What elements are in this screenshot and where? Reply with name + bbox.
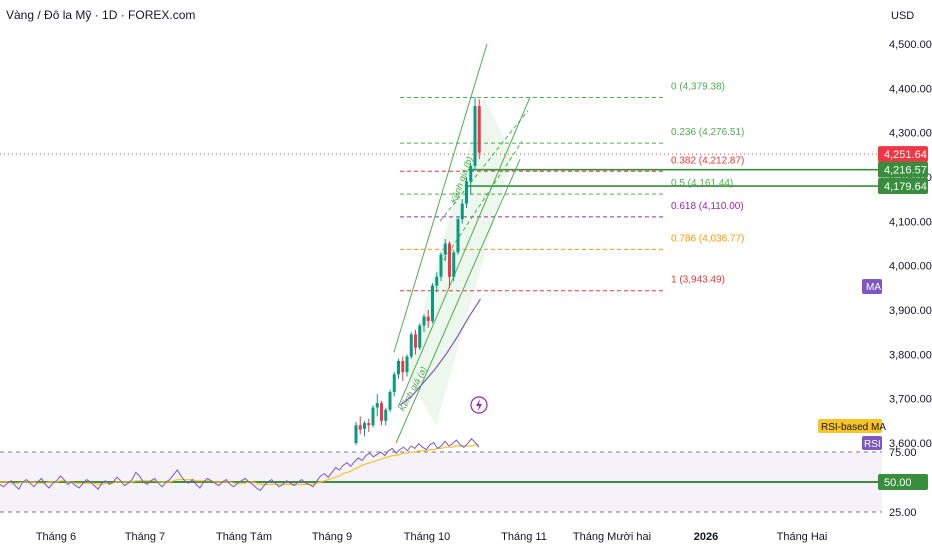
y-axis-tick-label: 4,500.00 xyxy=(889,39,932,51)
fib-level-label: 0.5 (4,161.44) xyxy=(671,178,733,189)
rsi-tick-label: 75.00 xyxy=(889,447,917,459)
x-axis-tick-label: Tháng Hai xyxy=(777,531,828,543)
x-axis-tick-label: Tháng 11 xyxy=(501,531,547,543)
level-price-tag-box xyxy=(878,161,928,178)
rsi-50-tag: 50.00 xyxy=(884,477,912,489)
y-axis-tick-label: 3,700.00 xyxy=(889,394,932,406)
candle-body xyxy=(439,254,443,277)
rsi-line xyxy=(0,438,480,492)
candle-body xyxy=(431,285,434,322)
rsi-ma-line xyxy=(0,444,479,485)
y-axis-tick-label: 4,400.00 xyxy=(889,83,932,95)
x-axis-tick-label: Tháng 10 xyxy=(404,531,450,543)
candle-body xyxy=(422,316,426,326)
level-price-tag-box xyxy=(878,178,928,195)
fib-level-label: 0.618 (4,110.00) xyxy=(671,201,744,212)
x-axis-tick-label: Tháng 6 xyxy=(36,531,76,543)
candle-body xyxy=(371,407,375,426)
candle-body xyxy=(456,219,460,253)
fib-level-label: 0.382 (4,212.87) xyxy=(671,155,744,166)
candle-body xyxy=(426,316,430,322)
candle-body xyxy=(469,165,473,182)
fib-level-label: 0.236 (4,276.51) xyxy=(671,127,744,138)
candle-body xyxy=(375,403,379,408)
ma-tag-label: MA xyxy=(866,282,881,293)
current-price-tag-box xyxy=(878,146,928,163)
channel-a-fill xyxy=(406,97,514,426)
y-axis-tick-label: 4,100.00 xyxy=(889,216,932,228)
fib-level-label: 0.786 (4,036.77) xyxy=(671,233,744,244)
channel-a-lower xyxy=(395,159,521,444)
channel-b-midline xyxy=(439,110,529,222)
candle-body xyxy=(473,106,477,166)
x-axis-tick-label: Tháng Tám xyxy=(216,531,272,543)
lightning-icon-glyph xyxy=(476,399,482,411)
candle-body xyxy=(405,356,409,373)
fib-level-label: 0 (4,379.38) xyxy=(671,81,725,92)
rsi-tag-box xyxy=(862,436,882,450)
fib-level-label: 1 (3,943.49) xyxy=(671,275,725,286)
y-axis-tick-label: 3,600.00 xyxy=(889,438,932,450)
candle-body xyxy=(435,276,439,286)
level-price-tag: 4,179.64 xyxy=(884,181,927,193)
candle-body xyxy=(384,409,388,421)
candle-body xyxy=(460,203,464,220)
candle-body xyxy=(448,243,451,277)
candle-body xyxy=(367,423,371,426)
candle-body xyxy=(397,360,400,375)
candle-body xyxy=(409,334,413,357)
y-axis-tick-label: 3,900.00 xyxy=(889,305,932,317)
channel-b-midline-2 xyxy=(439,141,523,266)
candle-body xyxy=(354,425,358,443)
x-axis-tick-label: Tháng 9 xyxy=(312,531,352,543)
level-price-tag: 4,216.57 xyxy=(884,165,927,177)
rsi-tick-label: 25.00 xyxy=(889,507,917,519)
candle-body xyxy=(380,403,383,421)
rsi-ma-tag-box xyxy=(818,419,882,433)
rsi-tag-label: RSI xyxy=(864,439,881,450)
ma-tag-box xyxy=(862,279,882,294)
x-axis-tick-label: Tháng Mười hai xyxy=(573,531,651,543)
channel-a-upper-2 xyxy=(397,97,531,408)
currency-label: USD xyxy=(891,10,915,22)
candle-body xyxy=(418,325,422,348)
y-axis-tick-label: 3,800.00 xyxy=(889,349,932,361)
rsi-50-tag-box xyxy=(878,474,928,490)
candle-body xyxy=(414,334,417,348)
chart-title: Vàng / Đô la Mỹ · 1D · FOREX.com xyxy=(6,8,196,22)
candle-body xyxy=(388,392,392,410)
x-axis-tick-label: 2026 xyxy=(694,531,718,543)
candle-body xyxy=(443,243,447,255)
y-axis-tick-label: 4,000.00 xyxy=(889,261,932,273)
candle-body xyxy=(452,252,456,277)
channel-a-upper xyxy=(393,43,488,353)
current-price-tag: 4,251.64 xyxy=(884,149,927,161)
y-axis-tick-label: 4,300.00 xyxy=(889,128,932,140)
candle-body xyxy=(392,374,396,393)
candle-body xyxy=(401,360,405,373)
rsi-ma-tag-label: RSI-based MA xyxy=(821,422,886,433)
x-axis-tick-label: Tháng 7 xyxy=(125,531,165,543)
candle-body xyxy=(358,425,362,430)
candle-body xyxy=(477,106,481,153)
moving-average-line xyxy=(399,298,482,406)
candle-body xyxy=(465,181,468,204)
candle-body xyxy=(363,423,366,429)
